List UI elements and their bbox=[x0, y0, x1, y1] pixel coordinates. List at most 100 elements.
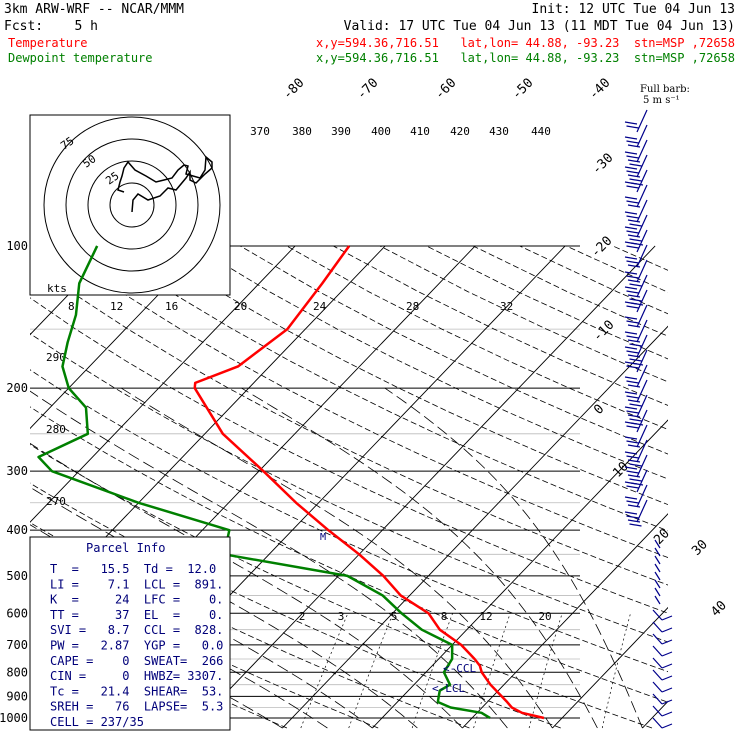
isotherm-label: -80 bbox=[280, 76, 307, 103]
pressure-tick-1000: 1000 bbox=[0, 711, 28, 725]
isotherm-line bbox=[282, 325, 668, 729]
dry-adiabat-line bbox=[379, 245, 668, 383]
hodo-speed-24: 24 bbox=[313, 300, 327, 313]
dry-adiabat-line bbox=[53, 245, 668, 559]
wind-barb-staff bbox=[636, 499, 648, 523]
theta-label: 430 bbox=[489, 125, 509, 138]
wind-barb-flag bbox=[626, 470, 639, 474]
pressure-tick-600: 600 bbox=[6, 606, 28, 620]
wind-barb-flag bbox=[627, 354, 641, 358]
dry-adiabat-line bbox=[30, 444, 653, 729]
wind-barb-staff bbox=[636, 349, 648, 373]
parcel-info-row: T = 15.5 Td = 12.0 bbox=[50, 562, 216, 576]
wind-barb-flag bbox=[624, 451, 638, 455]
parcel-info-row: Tc = 21.4 SHEAR= 53. bbox=[50, 684, 223, 698]
isotherm-labels: -80 -70 -60 -50 -40 -30 -20 -10 0 10 20 30 40 bbox=[280, 76, 730, 620]
wind-barb-flag bbox=[624, 121, 638, 125]
dewpoint-location: x,y=594.36,716.51 lat,lon= 44.88, -93.23… bbox=[316, 51, 735, 65]
wind-barb-flag bbox=[626, 185, 639, 189]
hodo-ring-label-75: 75 bbox=[58, 134, 76, 152]
hodo-speed-8: 8 bbox=[68, 300, 75, 313]
parcel-info-rows: T = 15.5 Td = 12.0LI = 7.1 LCL = 891. K =… bbox=[50, 562, 223, 729]
ccl-marker: <-CCL bbox=[443, 662, 476, 675]
dry-adiabat-line bbox=[193, 245, 668, 480]
profiles bbox=[37, 245, 545, 720]
dry-adiabat-line bbox=[30, 261, 668, 586]
wind-barb-flag bbox=[626, 170, 639, 174]
pressure-tick-500: 500 bbox=[6, 569, 28, 583]
wind-barb-staff bbox=[636, 244, 648, 268]
forecast-hour: Fcst: 5 h bbox=[4, 19, 98, 34]
dry-adiabat-line bbox=[146, 245, 668, 506]
lcl-marker: <-LCL bbox=[432, 682, 465, 695]
temperature-line bbox=[193, 245, 545, 720]
wind-barb-flag bbox=[629, 298, 642, 302]
wind-barb-flag bbox=[627, 384, 641, 388]
wind-barb-flag bbox=[661, 651, 673, 657]
theta-left-label: 290 bbox=[46, 351, 66, 364]
wind-barb-flag bbox=[627, 279, 641, 283]
wind-barb-staff bbox=[636, 154, 648, 178]
wind-barb-flag bbox=[627, 444, 641, 448]
wind-barb-flag bbox=[624, 346, 638, 350]
wind-barb-flag bbox=[626, 500, 639, 504]
moist-adiabat-line bbox=[241, 387, 598, 729]
dry-adiabat-line bbox=[30, 297, 668, 614]
wind-barb-flag bbox=[661, 627, 673, 633]
wind-barb-flag bbox=[626, 410, 639, 414]
wind-barb-flag bbox=[624, 271, 638, 275]
wind-barb-staff bbox=[636, 469, 648, 493]
dewpoint-line bbox=[37, 245, 491, 720]
wind-barb-flag bbox=[627, 159, 641, 163]
pressure-tick-700: 700 bbox=[6, 638, 28, 652]
isotherm-line bbox=[372, 419, 668, 729]
wind-barb-flag bbox=[624, 421, 638, 425]
wind-barb-flag bbox=[624, 316, 638, 320]
wind-barb-staff bbox=[652, 705, 663, 717]
isotherm-line bbox=[30, 245, 386, 617]
wind-barb-staff bbox=[636, 439, 648, 463]
wind-barb-flag bbox=[626, 140, 639, 144]
wind-barb-flag bbox=[624, 391, 638, 395]
parcel-info-row: CELL = 237/35 bbox=[50, 715, 144, 729]
wind-barb-flag bbox=[626, 320, 639, 324]
wind-barb-staff bbox=[636, 124, 648, 148]
moist-adiabat-line bbox=[30, 390, 508, 729]
wind-barb-flag bbox=[627, 339, 641, 343]
dry-adiabat-line bbox=[30, 482, 561, 729]
model-title: 3km ARW-WRF -- NCAR/MMM bbox=[4, 2, 184, 17]
wind-barb-flag bbox=[626, 365, 639, 369]
hodograph-trace bbox=[117, 155, 213, 213]
wind-barb-flag bbox=[629, 358, 642, 362]
wind-barb-staff bbox=[654, 571, 661, 581]
wind-barb-flag bbox=[629, 523, 642, 527]
wind-barb-flag bbox=[627, 174, 641, 178]
wind-barb-flag bbox=[629, 463, 642, 467]
mixing-ratio-label: 12 bbox=[479, 610, 492, 623]
wind-barb-flag bbox=[624, 136, 638, 140]
barb-note-label: Full barb: bbox=[640, 84, 690, 95]
hodo-ring-label-50: 50 bbox=[80, 152, 98, 170]
wind-barb-flag bbox=[626, 305, 639, 309]
isotherm-label: 30 bbox=[689, 537, 711, 559]
isotherm-label: -20 bbox=[588, 234, 615, 261]
wind-barb-flag bbox=[626, 200, 639, 204]
dewpoint-legend: Dewpoint temperature bbox=[8, 51, 153, 65]
wind-barb-flag bbox=[629, 478, 642, 482]
wind-barb-flag bbox=[624, 301, 638, 305]
wind-barb-flag bbox=[661, 663, 673, 669]
moist-adiabat-line bbox=[30, 486, 418, 729]
wind-barb-staff bbox=[636, 394, 648, 418]
parcel-info-box: Parcel Info T = 15.5 Td = 12.0LI = 7.1 L… bbox=[29, 536, 231, 731]
wind-barb-flag bbox=[624, 166, 638, 170]
isotherm-line bbox=[30, 245, 206, 430]
mixing-ratio-line bbox=[601, 613, 631, 729]
wind-barb-staff bbox=[652, 693, 663, 705]
wind-barb-flag bbox=[626, 275, 639, 279]
wind-barb-flag bbox=[627, 234, 641, 238]
wind-barb-flag bbox=[627, 459, 641, 463]
m-marker: M bbox=[320, 532, 326, 543]
wind-barb-staff bbox=[654, 539, 661, 549]
isotherm-line bbox=[642, 700, 668, 729]
